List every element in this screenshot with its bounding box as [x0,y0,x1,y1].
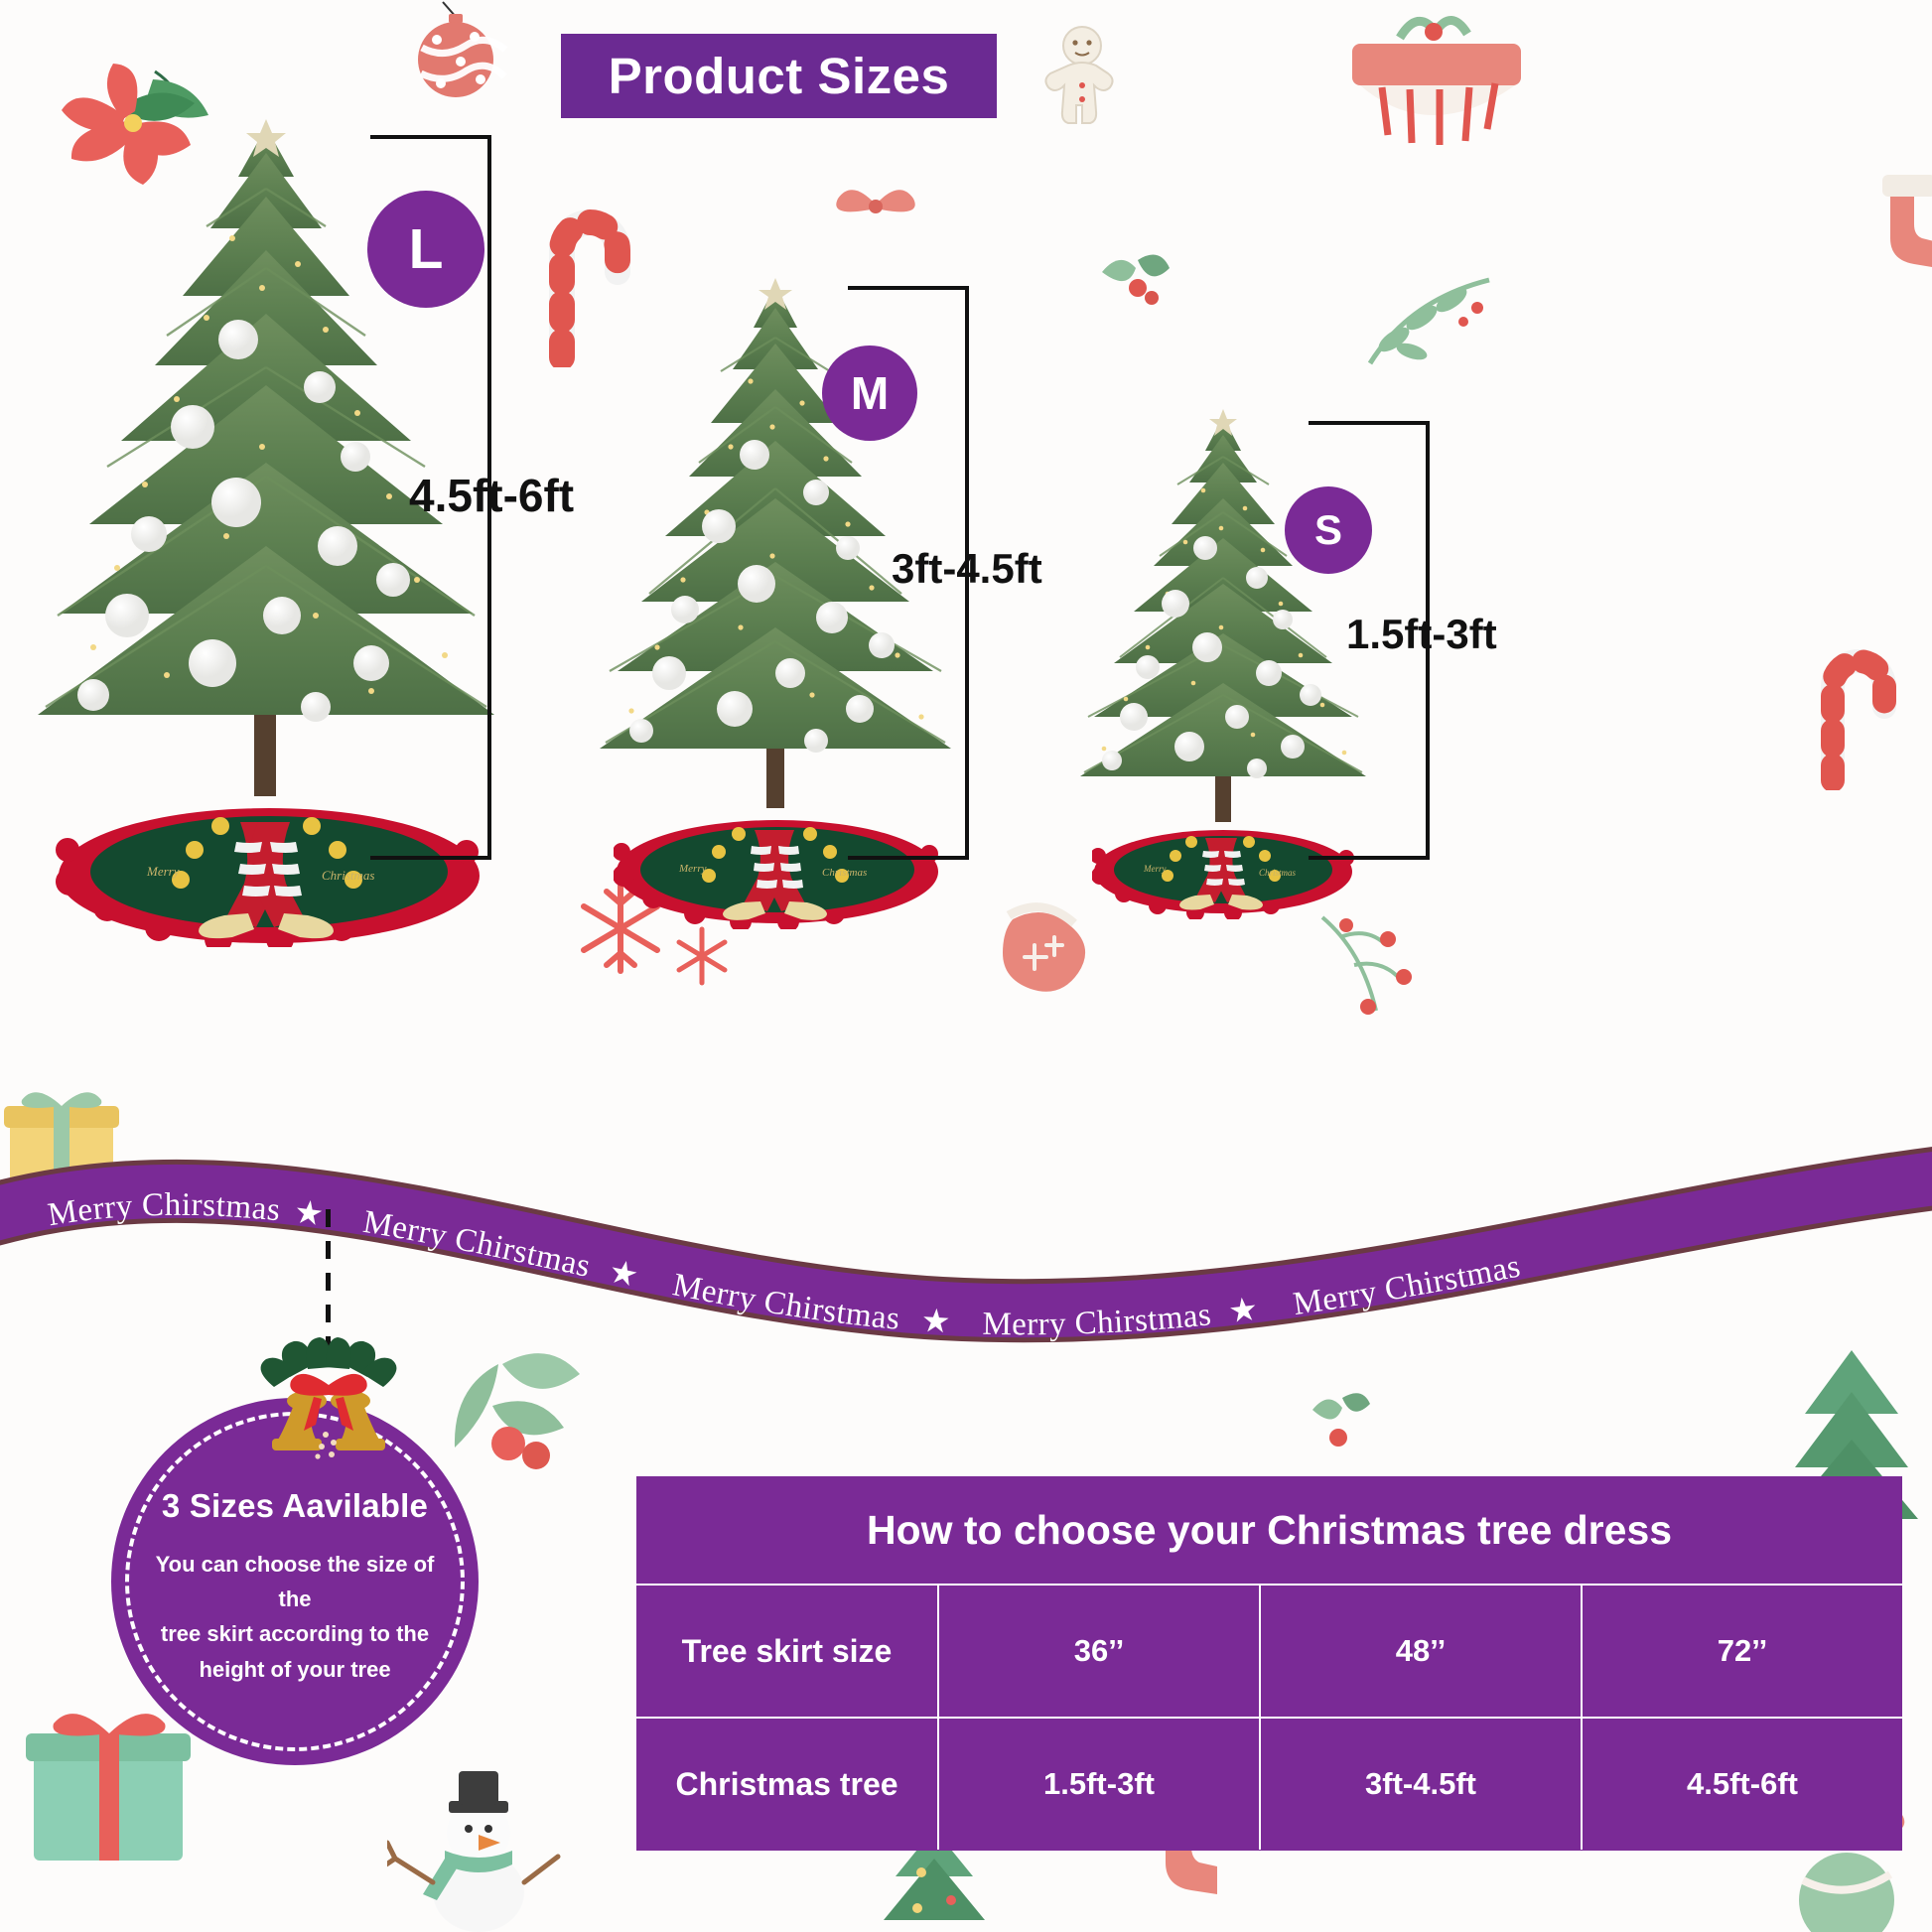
callout-body-line3: height of your tree [199,1656,391,1682]
ribbon-star-3: ★ [920,1304,952,1341]
svg-text:Merry: Merry [1143,864,1167,874]
merry-christmas-ribbon: Merry Chirstmas ★ Merry Chirstmas ★ Merr… [0,1147,1932,1342]
holly-tiny-icon [1312,1393,1370,1447]
holly-icon [1102,254,1170,305]
size-badge-medium: M [822,345,917,441]
table-cell: 48’’ [1259,1584,1581,1717]
gift-box-teal-icon [26,1714,191,1861]
table-cell: 3ft-4.5ft [1259,1717,1581,1850]
hanging-ornament-icon [1352,16,1521,145]
gingerbread-man-icon [1044,26,1114,124]
measure-label-small: 1.5ft-3ft [1346,611,1497,657]
dashed-connector [326,1209,331,1368]
table-row-label: Tree skirt size [636,1584,937,1717]
table-cell: 36’’ [937,1584,1259,1717]
ribbon-star-4: ★ [1227,1292,1261,1330]
table-row: Christmas tree 1.5ft-3ft 3ft-4.5ft 4.5ft… [636,1717,1902,1850]
sizes-available-callout: 3 Sizes Aavilable You can choose the siz… [111,1398,479,1765]
snowflake-icon [581,883,660,974]
callout-title: 3 Sizes Aavilable [161,1487,429,1524]
tree-skirt-large: Merry Christmas [56,808,480,947]
callout-body-line1: You can choose the size of the [155,1552,435,1612]
small-tree-image: Merry Christmas [1074,409,1372,919]
table-cell: 1.5ft-3ft [937,1717,1259,1850]
mitten-icon [1003,902,1086,992]
ribbon-star-1: ★ [292,1194,326,1233]
ribbon-text-1: Merry Chirstmas [46,1187,282,1233]
snowflake-small-icon [676,926,728,986]
table-row-label: Christmas tree [636,1717,937,1850]
poinsettia-icon [62,64,208,185]
table-cell: 72’’ [1581,1584,1902,1717]
callout-body: You can choose the size of the tree skir… [151,1547,439,1687]
size-badge-medium-label: M [850,367,890,419]
ornament-ball-icon [418,1,508,97]
size-chart-table: How to choose your Christmas tree dress … [636,1476,1902,1851]
table-row: Tree skirt size 36’’ 48’’ 72’’ [636,1584,1902,1717]
size-badge-large: L [367,191,484,308]
christmas-bells-icon [260,1337,397,1459]
table-heading: How to choose your Christmas tree dress [866,1506,1673,1553]
callout-body-line2: tree skirt according to the [160,1621,430,1647]
bow-icon [836,190,915,213]
tree-skirt-small: Merry Christmas [1092,830,1354,919]
measure-label-medium: 3ft-4.5ft [892,545,1042,592]
size-badge-large-label: L [408,216,444,281]
tree-doodle-bottom-icon [884,1829,985,1920]
holly-big-icon [454,1353,580,1469]
tree-skirt-medium: Merry Christmas [614,820,938,929]
berry-sprig-icon [1320,915,1412,1015]
stocking-icon [1882,175,1932,267]
mistletoe-icon [1367,277,1490,365]
svg-text:Merry: Merry [678,863,707,875]
svg-text:Christmas: Christmas [322,868,374,883]
page-title-banner: Product Sizes [561,34,997,118]
page-title: Product Sizes [608,48,950,104]
size-badge-small-label: S [1313,506,1342,553]
candy-cane-icon [549,209,630,367]
svg-text:Christmas: Christmas [1259,868,1297,878]
table-cell: 4.5ft-6ft [1581,1717,1902,1850]
large-tree-image: Merry Christmas [28,119,504,947]
ribbon-star-2: ★ [606,1254,642,1295]
measure-label-large: 4.5ft-6ft [409,470,575,521]
size-badge-small: S [1285,486,1372,574]
svg-text:Christmas: Christmas [822,867,867,879]
medium-tree-image: Merry Christmas [592,278,959,929]
svg-text:Merry: Merry [146,864,180,879]
snowman-icon [387,1771,561,1932]
candy-cane-right-icon [1821,649,1896,790]
